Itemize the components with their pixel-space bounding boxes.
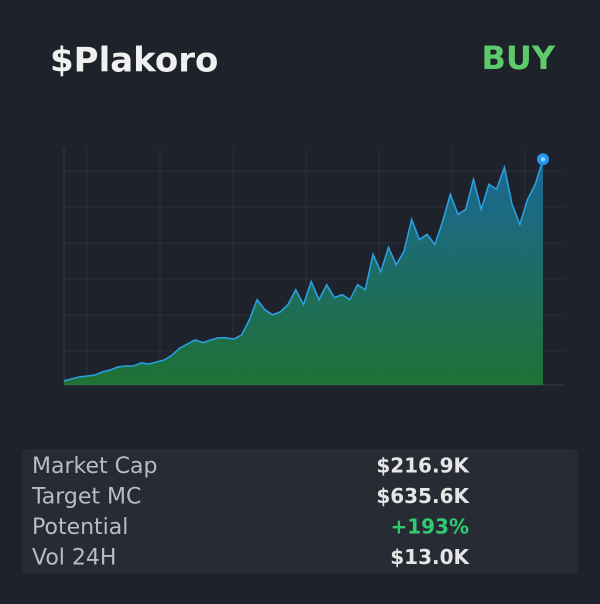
stats: Market Cap $216.9K Target MC $635.6K Potenti…: [31, 454, 470, 571]
token-title: $Plakoro: [50, 41, 218, 81]
stat-label: Target MC: [31, 485, 141, 510]
price-line: [63, 159, 544, 382]
stat-value: +193%: [390, 515, 469, 539]
stat-value: $13.0K: [390, 545, 470, 569]
stat-value: $216.9K: [376, 454, 470, 478]
area: [64, 159, 543, 385]
stat-label: Vol 24H: [32, 546, 116, 571]
buy-signal: BUY: [481, 39, 555, 77]
stat-label: Potential: [32, 515, 128, 540]
last-point-center: [540, 157, 546, 162]
stats-panel: [22, 449, 578, 573]
stat-value: $635.6K: [376, 484, 470, 508]
chart: [63, 148, 564, 386]
stat-label: Market Cap: [32, 454, 157, 479]
